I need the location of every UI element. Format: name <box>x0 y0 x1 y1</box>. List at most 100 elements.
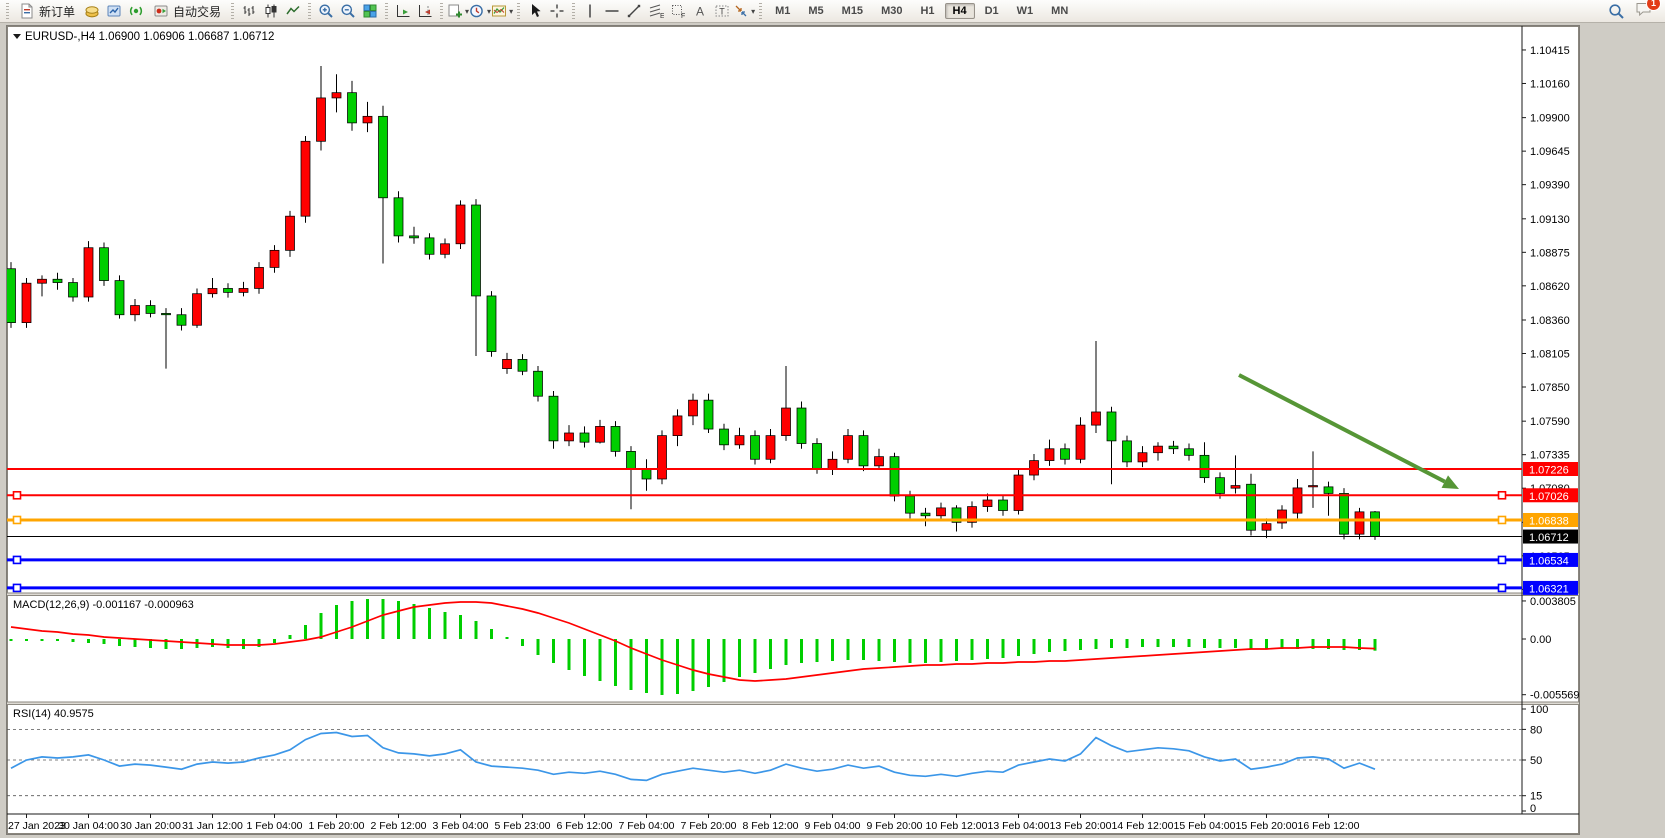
toolbar-grip[interactable] <box>6 3 9 19</box>
zoom-in-button[interactable] <box>315 1 337 21</box>
svg-text:16 Feb 12:00: 16 Feb 12:00 <box>1298 820 1360 832</box>
svg-text:T: T <box>719 7 725 17</box>
toolbar-grip[interactable] <box>231 3 235 19</box>
timeframe-bar: M1 M5 M15 M30 H1 H4 D1 W1 MN <box>766 3 1077 19</box>
chart-shift-button[interactable] <box>414 1 436 21</box>
text-icon: A <box>696 5 704 19</box>
toolbar-grip[interactable] <box>440 3 444 19</box>
trendline-button[interactable] <box>623 1 645 21</box>
svg-text:0: 0 <box>1530 803 1536 815</box>
timeframe-d1[interactable]: D1 <box>984 5 999 17</box>
vertical-line-button[interactable] <box>579 1 601 21</box>
timeframe-w1[interactable]: W1 <box>1016 5 1034 17</box>
svg-text:1.06838: 1.06838 <box>1529 515 1569 527</box>
timeframe-h1[interactable]: H1 <box>920 5 935 17</box>
symbol-dropdown-icon[interactable] <box>13 34 21 39</box>
fibonacci-channel-button[interactable]: F <box>667 1 689 21</box>
right-tools: 1 <box>1608 0 1663 22</box>
svg-text:1.08360: 1.08360 <box>1530 315 1570 327</box>
svg-text:27 Jan 2023: 27 Jan 2023 <box>8 820 66 832</box>
svg-text:5 Feb 23:00: 5 Feb 23:00 <box>494 820 550 832</box>
dropdown-caret: ▾ <box>487 6 492 16</box>
fibonacci-button[interactable]: E <box>645 1 667 21</box>
zoom-in-icon <box>319 4 333 18</box>
hline-price-tag <box>1523 488 1578 503</box>
zoom-out-icon <box>341 4 355 18</box>
timeframe-m1[interactable]: M1 <box>775 5 791 17</box>
hline-handle[interactable] <box>1497 515 1507 525</box>
template-icon <box>492 5 507 17</box>
chat-button[interactable]: 1 <box>1635 0 1661 22</box>
toolbar-grip[interactable] <box>385 3 389 19</box>
signal-button[interactable] <box>125 1 147 21</box>
svg-text:15 Feb 20:00: 15 Feb 20:00 <box>1236 820 1298 832</box>
arrows-icon <box>735 5 747 17</box>
new-order-icon <box>21 3 33 19</box>
hline-handle[interactable] <box>1497 490 1507 500</box>
gold-button[interactable] <box>81 1 103 21</box>
main-toolbar: 新订单 自动交易 <box>0 0 1665 23</box>
cursor-icon <box>532 4 541 17</box>
autotrade-button[interactable]: 自动交易 <box>147 1 227 21</box>
svg-text:1.09130: 1.09130 <box>1530 214 1570 226</box>
toolbar-grip[interactable] <box>759 3 763 19</box>
cursor-button[interactable] <box>524 1 546 21</box>
svg-text:1.08105: 1.08105 <box>1530 348 1570 360</box>
hline-handle[interactable] <box>12 555 22 565</box>
horizontal-line-button[interactable] <box>601 1 623 21</box>
timeframe-h4[interactable]: H4 <box>944 3 975 19</box>
hline-price-tag <box>1523 462 1578 476</box>
candlestick-button[interactable] <box>260 1 282 21</box>
trend-arrow[interactable] <box>1238 373 1459 489</box>
timeframe-m15[interactable]: M15 <box>841 5 864 17</box>
line-chart-button[interactable] <box>282 1 304 21</box>
hline-handle[interactable] <box>12 515 22 525</box>
tile-windows-icon <box>363 4 377 18</box>
crosshair-button[interactable] <box>546 1 568 21</box>
search-icon[interactable] <box>1608 3 1625 20</box>
chart-profile-button[interactable] <box>103 1 125 21</box>
svg-text:50: 50 <box>1530 755 1542 767</box>
new-order-button[interactable]: 新订单 <box>13 1 81 21</box>
fibonacci-icon: E <box>649 4 664 19</box>
hline-handle[interactable] <box>12 583 22 593</box>
svg-text:80: 80 <box>1530 724 1542 736</box>
svg-text:2 Feb 12:00: 2 Feb 12:00 <box>370 820 426 832</box>
toolbar-grip[interactable] <box>308 3 312 19</box>
toolbar-grip[interactable] <box>572 3 576 19</box>
chart-window-eurusd: 1.10415 1.10160 1.09900 1.09645 1.09390 1.091… <box>6 25 1580 835</box>
panel-separator[interactable] <box>7 593 1579 596</box>
template-button[interactable]: ▾ <box>491 1 513 21</box>
text-label-button[interactable]: T <box>711 1 733 21</box>
text-button[interactable]: A <box>689 1 711 21</box>
svg-text:15 Feb 04:00: 15 Feb 04:00 <box>1174 820 1236 832</box>
svg-text:0.003805: 0.003805 <box>1530 596 1576 608</box>
timeframe-m30[interactable]: M30 <box>881 5 903 17</box>
chart-profile-icon <box>107 5 121 17</box>
fibonacci-channel-icon: F <box>672 5 685 19</box>
svg-text:1.07335: 1.07335 <box>1530 450 1570 462</box>
arrows-button[interactable]: ▾ <box>733 1 755 21</box>
svg-text:1.09390: 1.09390 <box>1530 180 1570 192</box>
bar-chart-button[interactable] <box>238 1 260 21</box>
dropdown-caret: ▾ <box>509 6 514 16</box>
tile-windows-button[interactable] <box>359 1 381 21</box>
svg-text:31 Jan 12:00: 31 Jan 12:00 <box>182 820 243 832</box>
svg-text:6 Feb 12:00: 6 Feb 12:00 <box>556 820 612 832</box>
hline-handle[interactable] <box>1497 555 1507 565</box>
svg-text:100: 100 <box>1530 704 1548 716</box>
auto-scroll-button[interactable] <box>392 1 414 21</box>
timeframe-mn[interactable]: MN <box>1051 5 1069 17</box>
hline-handle[interactable] <box>1497 583 1507 593</box>
price-chart[interactable]: 1.10415 1.10160 1.09900 1.09645 1.09390 1.091… <box>6 26 1580 834</box>
toolbar-grip[interactable] <box>517 3 521 19</box>
hline-handle[interactable] <box>12 490 22 500</box>
timeframe-m5[interactable]: M5 <box>808 5 824 17</box>
period-button[interactable]: ▾ <box>469 1 491 21</box>
zoom-out-button[interactable] <box>337 1 359 21</box>
svg-text:-0.005569: -0.005569 <box>1530 690 1579 702</box>
new-chart-button[interactable]: ▾ <box>447 1 469 21</box>
panel-separator[interactable] <box>7 702 1579 705</box>
hline-price-tag <box>1523 529 1578 544</box>
